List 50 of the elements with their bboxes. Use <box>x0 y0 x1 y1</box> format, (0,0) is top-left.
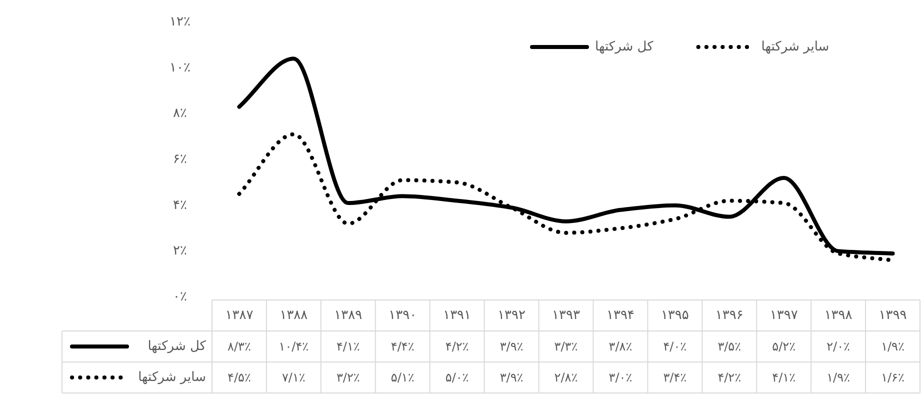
y-tick-label: ۲٪ <box>173 244 187 259</box>
x-tick-label: ۱۳۹۲ <box>498 308 526 323</box>
y-tick-label: ۱۲٪ <box>170 14 190 30</box>
legend-label: سایر شرکتها <box>761 40 830 54</box>
y-tick-label: ۰٪ <box>173 290 187 304</box>
data-label: ۲/۸٪ <box>554 370 578 384</box>
x-tick-label: ۱۳۹۶ <box>715 308 744 323</box>
data-label: ۲/۰٪ <box>826 340 850 354</box>
x-tick-label: ۱۳۹۱ <box>443 308 472 323</box>
data-label: ۱/۹٪ <box>881 340 904 354</box>
x-tick-label: ۱۳۹۸ <box>824 308 852 323</box>
data-label: ۳/۹٪ <box>500 370 524 384</box>
data-label: ۱/۶٪ <box>881 370 904 384</box>
x-tick-label: ۱۳۹۴ <box>606 308 634 323</box>
data-label: ۵/۲٪ <box>772 340 796 354</box>
x-tick-label: ۱۳۹۵ <box>660 308 689 323</box>
x-tick-label: ۱۳۹۷ <box>770 308 798 323</box>
data-label: ۵/۰٪ <box>445 370 469 384</box>
x-tick-label: ۱۳۸۹ <box>334 308 362 323</box>
x-tick-label: ۱۳۹۹ <box>878 308 907 323</box>
y-tick-label: ۶٪ <box>173 152 187 167</box>
data-label: ۵/۱٪ <box>390 370 414 384</box>
x-tick-label: ۱۳۹۰ <box>388 308 417 323</box>
data-label: ۳/۰٪ <box>608 370 632 384</box>
data-label: ۴/۲٪ <box>445 340 469 354</box>
data-label: ۴/۰٪ <box>663 340 687 354</box>
y-tick-label: ۸٪ <box>173 106 187 122</box>
data-label: ۴/۴٪ <box>390 340 414 354</box>
data-label: ۱۰/۴٪ <box>278 340 309 354</box>
data-label: ۳/۸٪ <box>608 340 632 354</box>
data-label: ۸/۳٪ <box>228 340 251 354</box>
data-label: ۳/۲٪ <box>336 370 360 384</box>
data-label: ۳/۵٪ <box>718 340 742 354</box>
data-label: ۷/۱٪ <box>282 370 306 384</box>
data-label: ۱/۹٪ <box>826 370 850 384</box>
x-tick-label: ۱۳۹۳ <box>552 308 580 323</box>
y-tick-label: ۱۰٪ <box>170 60 190 76</box>
data-label: ۴/۱٪ <box>772 370 796 384</box>
legend-label: کل شرکتها <box>595 40 654 54</box>
data-label: ۳/۴٪ <box>663 370 687 384</box>
text: کل شرکتها <box>148 339 206 354</box>
data-label: ۳/۳٪ <box>554 340 578 354</box>
x-tick-label: ۱۳۸۸ <box>280 308 308 323</box>
data-label: ۴/۵٪ <box>228 370 251 384</box>
data-label: ۴/۲٪ <box>718 370 742 384</box>
text: سایر شرکتها <box>138 370 206 385</box>
x-tick-label: ۱۳۸۷ <box>225 308 254 323</box>
data-label: ۴/۱٪ <box>336 340 360 354</box>
y-tick-label: ۴٪ <box>173 198 187 213</box>
data-label: ۳/۹٪ <box>500 340 524 354</box>
